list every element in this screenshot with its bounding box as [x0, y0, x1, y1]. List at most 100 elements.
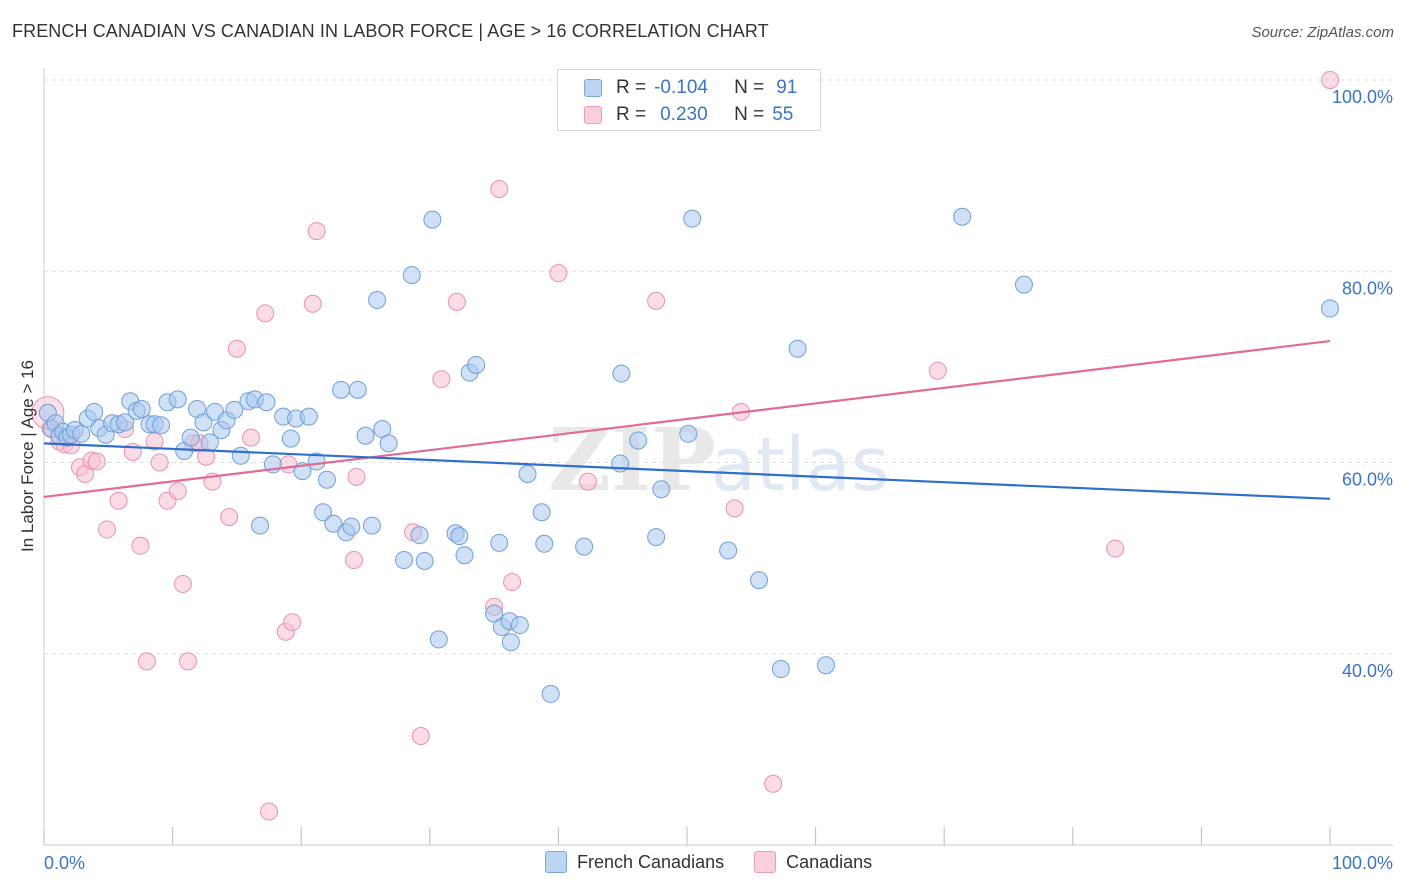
legend-swatch-blue [545, 851, 567, 873]
canadians-point [179, 652, 198, 671]
french-canadians-point [788, 339, 807, 358]
canadians-point [98, 520, 117, 539]
french-canadians-point [429, 630, 448, 649]
gridlines [44, 79, 1393, 655]
french-canadians-point [356, 426, 375, 445]
x-tick-label-min: 0.0% [44, 853, 85, 873]
french-canadians-point [257, 393, 276, 412]
french-canadians-trendline [43, 442, 1331, 500]
legend-swatch-blue [584, 79, 602, 97]
french-canadians-point [510, 616, 529, 635]
french-canadians-point [231, 446, 250, 465]
french-canadians-point [683, 209, 702, 228]
french-canadians-point [324, 514, 343, 533]
y-tick-label: 80.0% [1342, 278, 1393, 298]
french-canadians-point [423, 210, 442, 229]
canadians-point [109, 491, 128, 510]
canadians-point [220, 508, 239, 527]
french-canadians-point [1321, 299, 1339, 318]
legend-r-value: -0.104 [654, 77, 708, 98]
french-canadians-point [168, 390, 187, 409]
french-canadians-point [342, 517, 361, 536]
canadians-point [549, 264, 568, 283]
canadians-point [447, 292, 466, 311]
french-canadians-point [455, 546, 474, 565]
french-canadians-points [38, 207, 1339, 703]
canadians-point [344, 551, 363, 570]
french-canadians-point [251, 516, 270, 535]
canadians-point [131, 536, 150, 555]
canadians-point [490, 180, 509, 199]
french-canadians-point [85, 402, 104, 421]
x-tick-label-max: 100.0% [1332, 853, 1393, 873]
french-canadians-point [415, 551, 434, 570]
chart-title: FRENCH CANADIAN VS CANADIAN IN LABOR FOR… [12, 21, 769, 41]
french-canadians-point [535, 534, 554, 553]
legend-item-french-canadians[interactable]: French Canadians [545, 851, 724, 873]
y-tick-label: 100.0% [1332, 87, 1393, 107]
canadians-point [1321, 71, 1339, 89]
trendlines [43, 339, 1331, 500]
canadians-point [347, 467, 366, 486]
axes [43, 68, 1393, 846]
french-canadians-point [771, 660, 790, 679]
legend-swatch-pink [754, 851, 777, 873]
canadians-point [283, 613, 302, 632]
french-canadians-point [575, 537, 594, 556]
legend-n-label: N = [734, 104, 765, 125]
legend-item-label: Canadians [786, 851, 873, 872]
french-canadians-point [314, 503, 333, 522]
french-canadians-point [132, 399, 151, 418]
canadians-point [503, 573, 522, 592]
legend-row-canadians: R = 0.230 N = 55 [584, 103, 793, 127]
french-canadians-point [501, 633, 520, 652]
french-canadians-point [395, 551, 414, 570]
canadians-point [150, 453, 169, 472]
watermark: ZIP atlas [548, 410, 889, 511]
canadians-point [303, 294, 322, 313]
french-canadians-point [467, 355, 486, 374]
canadians-point [256, 304, 275, 323]
french-canadians-point [719, 541, 738, 560]
legend-item-label: French Canadians [577, 851, 725, 872]
french-canadians-point [116, 413, 135, 432]
french-canadians-point [518, 464, 537, 483]
legend-item-canadians[interactable]: Canadians [754, 851, 872, 873]
french-canadians-point [816, 656, 835, 675]
canadians-point [307, 222, 326, 241]
y-tick-label: 60.0% [1342, 470, 1393, 490]
french-canadians-point [194, 413, 213, 432]
french-canadians-point [362, 516, 381, 535]
legend-r-label: R = [616, 104, 647, 125]
french-canadians-point [299, 407, 318, 426]
french-canadians-point [541, 684, 560, 703]
legend-r-value: 0.230 [660, 104, 708, 125]
canadians-point [764, 774, 783, 793]
source-label: Source: ZipAtlas.com [1251, 24, 1394, 41]
french-canadians-point [532, 503, 551, 522]
french-canadians-point [629, 431, 648, 450]
watermark-atlas: atlas [711, 422, 890, 508]
canadians-point [137, 652, 156, 671]
canadians-point [578, 472, 597, 491]
canadians-point [87, 452, 106, 471]
correlation-legend: R = -0.104 N = 91 R = 0.230 N = 55 [557, 69, 821, 131]
french-canadians-point [72, 424, 91, 443]
canadians-point [725, 499, 744, 518]
french-canadians-point [485, 604, 504, 623]
french-canadians-point [750, 571, 769, 590]
legend-r-label: R = [616, 77, 647, 98]
canadians-trendline [43, 339, 1331, 499]
legend-n-value: 55 [772, 104, 794, 125]
french-canadians-point [225, 400, 244, 419]
french-canadians-point [379, 434, 398, 453]
french-canadians-point [490, 533, 509, 552]
canadians-point [432, 370, 451, 389]
french-canadians-point [281, 429, 300, 448]
canadians-point [168, 482, 187, 501]
legend-n-label: N = [734, 77, 765, 98]
french-canadians-point [402, 266, 421, 285]
french-canadians-point [652, 480, 671, 499]
french-canadians-point [152, 416, 171, 435]
